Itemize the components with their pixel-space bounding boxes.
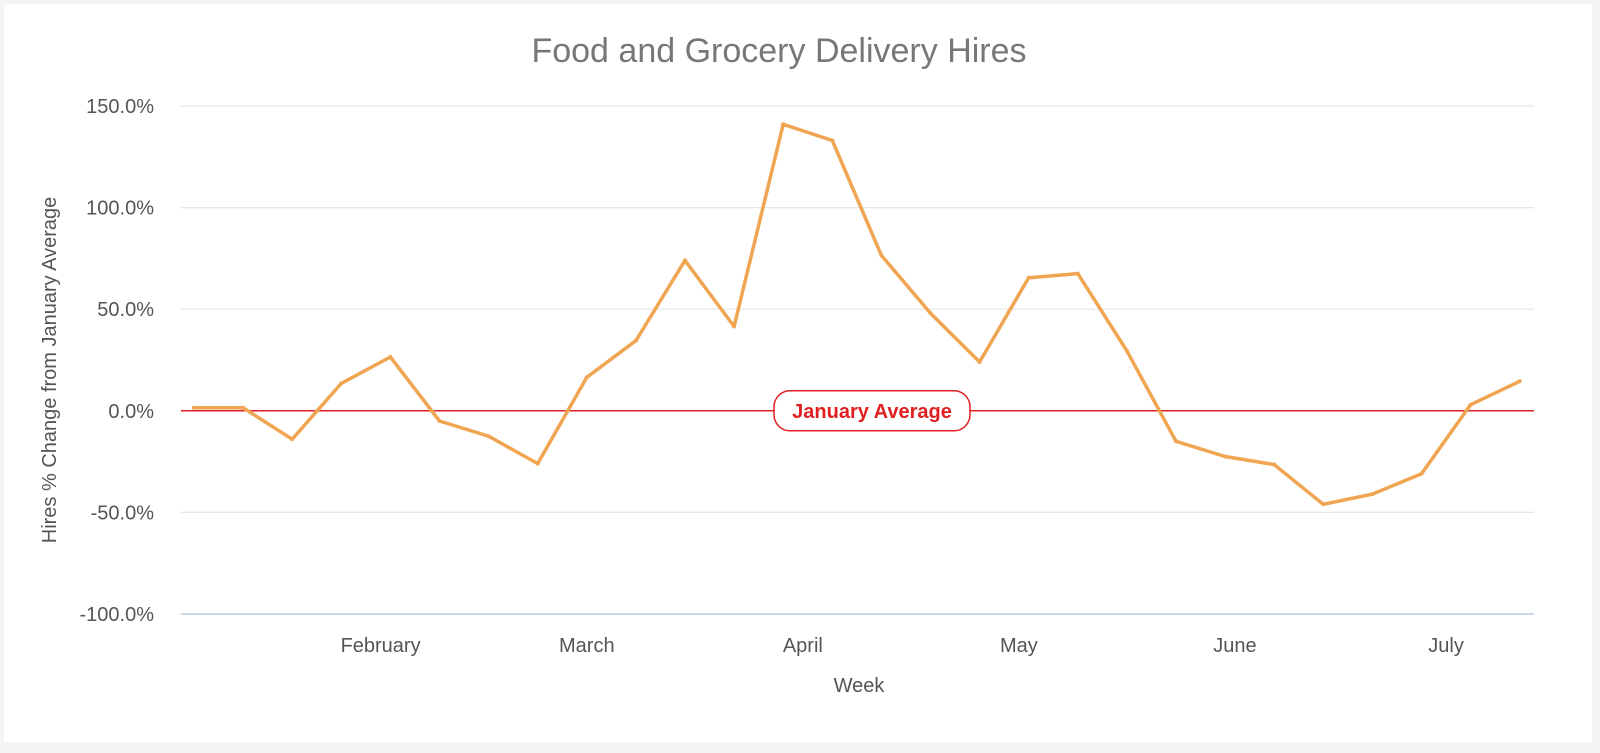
data-point[interactable] (1517, 379, 1522, 384)
y-axis-label: Hires % Change from January Average (39, 197, 61, 543)
y-tick-label: 0.0% (108, 401, 154, 423)
chart-card: Food and Grocery Delivery Hires 150.0% 10… (4, 4, 1592, 742)
x-tick-label: February (341, 635, 421, 657)
data-point[interactable] (486, 434, 491, 439)
chart-title: Food and Grocery Delivery Hires (531, 32, 1026, 70)
data-point[interactable] (437, 419, 442, 423)
annotation-group: January Average (773, 390, 971, 432)
data-point[interactable] (1419, 471, 1424, 476)
series-line (192, 122, 1522, 507)
data-point[interactable] (1124, 348, 1129, 353)
data-point[interactable] (1370, 492, 1375, 497)
x-tick-labels: February March April May June July (341, 635, 1464, 657)
y-tick-label: -100.0% (80, 604, 155, 626)
data-point[interactable] (1321, 502, 1326, 507)
data-point[interactable] (1223, 454, 1228, 459)
data-point[interactable] (732, 324, 737, 329)
data-point[interactable] (1075, 271, 1080, 276)
data-point[interactable] (241, 405, 246, 410)
x-axis-label: Week (834, 675, 886, 697)
x-tick-label: July (1428, 635, 1464, 657)
line-chart: Food and Grocery Delivery Hires 150.0% 10… (39, 32, 1534, 697)
x-tick-label: April (783, 635, 823, 657)
data-point[interactable] (928, 311, 933, 316)
data-point[interactable] (388, 355, 393, 359)
y-tick-labels: 150.0% 100.0% 50.0% 0.0% -50.0% -100.0% (80, 96, 155, 626)
data-point[interactable] (781, 122, 786, 127)
annotation-label: January Average (792, 401, 952, 423)
x-tick-label: June (1213, 635, 1256, 657)
data-point[interactable] (633, 338, 638, 343)
data-point[interactable] (584, 375, 589, 380)
series-group (192, 122, 1522, 507)
x-tick-label: March (559, 635, 615, 657)
y-tick-label: -50.0% (91, 502, 155, 524)
annotation-box (773, 390, 971, 432)
y-tick-label: 100.0% (86, 198, 154, 220)
data-point[interactable] (1468, 402, 1473, 407)
data-point[interactable] (339, 381, 344, 386)
y-tick-label: 50.0% (97, 299, 154, 321)
data-point[interactable] (290, 437, 295, 442)
data-point[interactable] (879, 253, 884, 258)
data-point[interactable] (977, 360, 982, 364)
data-point[interactable] (1026, 275, 1031, 280)
x-tick-label: May (1000, 635, 1038, 657)
data-point[interactable] (192, 405, 196, 410)
data-point[interactable] (535, 461, 540, 466)
data-point[interactable] (1174, 439, 1178, 444)
data-point[interactable] (830, 138, 835, 143)
data-point[interactable] (1272, 462, 1277, 467)
y-tick-label: 150.0% (86, 96, 154, 118)
data-point[interactable] (683, 258, 687, 263)
